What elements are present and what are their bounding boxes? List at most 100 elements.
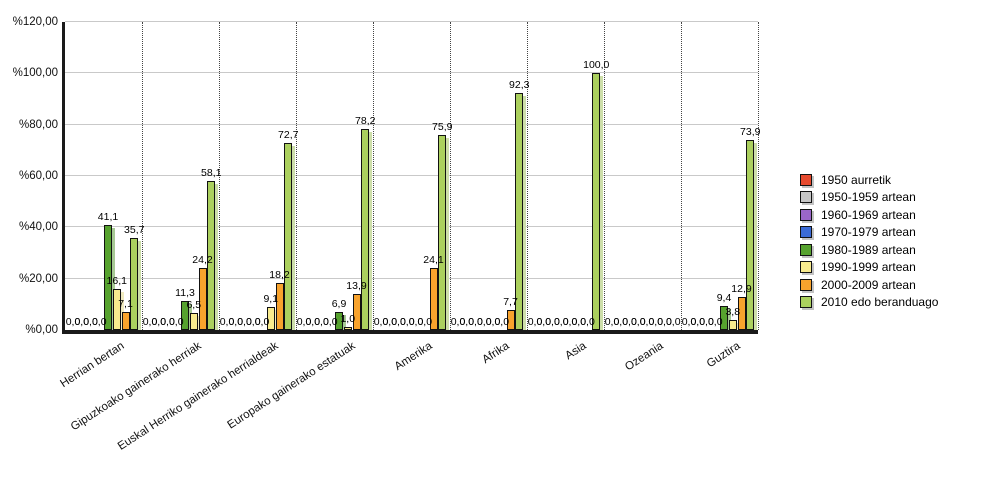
bar-value-label: 0,0: [571, 316, 587, 328]
x-axis-category-label: Europako gainerako estatuak: [225, 340, 358, 432]
bar-value-label: 0,0: [296, 316, 312, 328]
bar: [592, 73, 601, 330]
bar-value-label: 0,0: [245, 316, 261, 328]
bar-value-label: 0,0: [373, 316, 389, 328]
bar-value-label: 18,2: [269, 269, 290, 282]
x-axis-line: [62, 330, 758, 334]
gridline: [65, 123, 758, 125]
bar-value-label: 24,2: [192, 253, 213, 266]
bar: [198, 267, 207, 330]
bar-value-label: 0,0: [536, 316, 552, 328]
legend-item: 1950-1959 artean: [800, 189, 938, 207]
bar: [284, 143, 293, 330]
legend-label: 2010 edo beranduago: [821, 295, 939, 310]
y-axis-tick-label: %0,00: [25, 324, 58, 336]
bar-group-2: 0,0 0,0 0,0 0,0 11,3 6,5 24,2 58,1: [142, 22, 221, 330]
x-axis-category-label: Gipuzkoako gainerako herriak: [68, 340, 204, 434]
bar-value-label: 1,0: [340, 313, 356, 326]
bar-value-label: 0,0: [219, 316, 235, 328]
legend-swatch-icon: [800, 261, 812, 274]
bar-value-label: 72,7: [278, 129, 299, 142]
legend: 1950 aurretik 1950-1959 artean 1960-1969 a…: [800, 171, 938, 311]
bar: [130, 238, 139, 330]
gridline: [65, 21, 758, 22]
bar-value-label: 0,0: [553, 316, 569, 328]
bar-value-label: 100,0: [583, 59, 610, 72]
gridline: [65, 72, 758, 74]
bar-value-label: 0,0: [228, 316, 244, 328]
bar-value-label: 0,0: [665, 316, 681, 328]
y-axis-tick-label: %40,00: [18, 221, 58, 234]
bar: [112, 288, 121, 330]
bar: [181, 301, 189, 330]
x-axis-category-label: Amerika: [392, 340, 435, 374]
bar: [104, 224, 112, 330]
legend-item: 2000-2009 artean: [800, 276, 938, 294]
bar: [746, 140, 755, 330]
gridline: [65, 226, 758, 228]
bar-value-label: 16,1: [106, 274, 127, 287]
bar: [352, 294, 361, 330]
bar: [361, 129, 370, 330]
bar-value-label: 0,0: [382, 316, 398, 328]
legend-swatch-icon: [800, 278, 812, 291]
x-axis-category-label: Guztira: [704, 340, 743, 371]
bar-value-label: 0,0: [322, 316, 338, 328]
bar-value-label: 0,0: [485, 316, 501, 328]
bar-value-label: 0,0: [604, 316, 620, 328]
bar-group-7: 0,0 0,0 0,0 0,0 0,0 0,0 0,0 100,0: [527, 22, 609, 330]
y-axis-tick-label: %100,00: [12, 67, 58, 80]
bar-value-label: 24,1: [423, 254, 444, 267]
bar-value-label: 6,5: [186, 299, 202, 312]
bar-value-label: 3,8: [725, 306, 741, 319]
bar: [438, 135, 447, 330]
bar-value-label: 0,0: [527, 316, 543, 328]
bar-value-label: 0,0: [91, 316, 107, 328]
legend-swatch-icon: [800, 191, 812, 204]
legend-item: 2010 edo beranduago: [800, 294, 938, 312]
bar-value-label: 0,0: [83, 316, 98, 328]
bar-value-label: 0,0: [707, 316, 723, 328]
bar-value-label: 0,0: [562, 316, 578, 328]
bar-value-label: 6,9: [331, 298, 347, 311]
bar: [266, 306, 275, 330]
bar-group-8: 0,0 0,0 0,0 0,0 0,0 0,0 0,0 0,0: [604, 22, 682, 330]
bar-value-label: 0,0: [417, 316, 433, 328]
bar-value-label: 0,0: [399, 316, 415, 328]
bar: [720, 305, 728, 330]
x-axis-category-label: Asia: [563, 340, 589, 363]
bar-group-3: 0,0 0,0 0,0 0,0 0,0 9,1 18,2 72,7: [219, 22, 299, 330]
bar-value-label: 0,0: [74, 316, 90, 328]
bar-value-label: 0,0: [699, 316, 714, 328]
bar-value-label: 0,0: [391, 316, 406, 328]
bar-value-label: 0,0: [622, 316, 637, 328]
legend-swatch-icon: [800, 208, 812, 221]
bar: [728, 320, 737, 330]
legend-item: 1960-1969 artean: [800, 206, 938, 224]
bar: [275, 283, 284, 330]
bar-value-label: 0,0: [151, 316, 167, 328]
legend-label: 1980-1989 artean: [821, 242, 916, 257]
bar-group-4: 0,0 0,0 0,0 0,0 6,9 1,0 13,9 78,2: [296, 22, 375, 330]
bar: [343, 327, 352, 330]
bar-value-label: 0,0: [65, 316, 81, 328]
bar-value-label: 0,0: [630, 316, 646, 328]
bar-value-label: 0,0: [657, 316, 672, 328]
bar-value-label: 0,0: [254, 316, 270, 328]
y-axis-tick-label: %20,00: [18, 272, 58, 285]
bar-group-1: 0,0 0,0 0,0 0,0 41,1 16,1 7,1 35,7: [65, 22, 144, 330]
bar-value-label: 0,0: [142, 316, 158, 328]
legend-swatch-icon: [800, 173, 812, 186]
bar-value-label: 0,0: [468, 316, 483, 328]
x-axis-category-label: Euskal Herriko gainerako herrialdeak: [115, 340, 281, 453]
bar-group-5: 0,0 0,0 0,0 0,0 0,0 0,0 24,1 75,9: [373, 22, 452, 330]
bar-value-label: 0,0: [160, 316, 175, 328]
gridline: [65, 277, 758, 279]
legend-label: 2000-2009 artean: [821, 277, 916, 292]
bar-value-label: 0,0: [494, 316, 510, 328]
legend-label: 1950-1959 artean: [821, 190, 916, 205]
bar: [189, 313, 198, 330]
bar: [506, 310, 515, 330]
legend-label: 1970-1979 artean: [821, 225, 916, 240]
bar-value-label: 73,9: [740, 126, 761, 139]
